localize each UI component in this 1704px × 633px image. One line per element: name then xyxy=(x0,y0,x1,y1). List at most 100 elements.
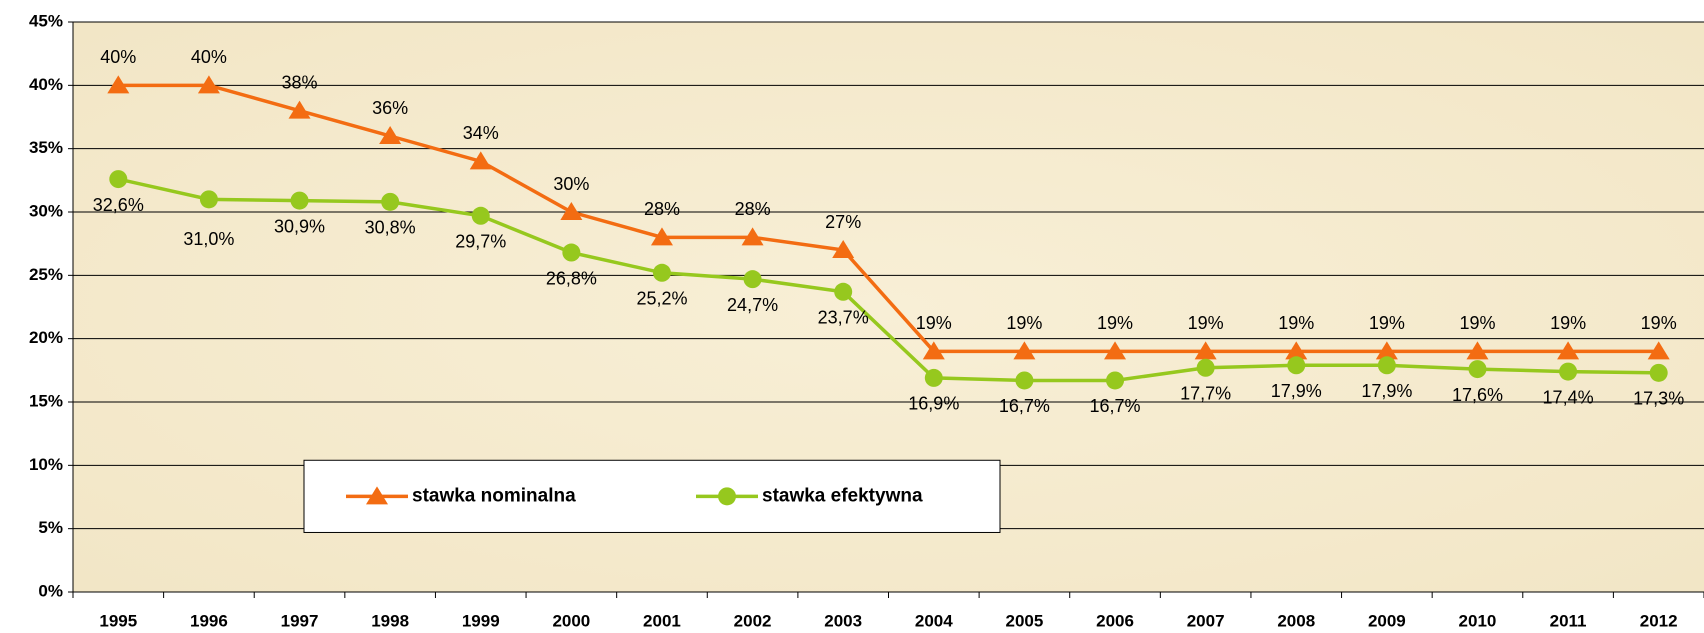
x-tick-label: 2009 xyxy=(1368,611,1406,630)
marker xyxy=(1466,341,1489,360)
data-label: 19% xyxy=(916,313,952,333)
data-label: 38% xyxy=(282,72,318,92)
x-tick-label: 2000 xyxy=(552,611,590,630)
data-label: 26,8% xyxy=(546,268,597,288)
data-label: 25,2% xyxy=(636,289,687,309)
marker xyxy=(1015,371,1034,390)
data-label: 19% xyxy=(1188,313,1224,333)
marker xyxy=(1196,358,1215,377)
marker xyxy=(922,341,945,360)
data-label: 27% xyxy=(825,212,861,232)
legend-label: stawka nominalna xyxy=(412,485,576,506)
data-label: 19% xyxy=(1278,313,1314,333)
data-label: 17,9% xyxy=(1271,381,1322,401)
legend-box xyxy=(303,459,1001,533)
series-line xyxy=(117,177,1659,383)
marker xyxy=(1194,341,1217,360)
data-label: 17,7% xyxy=(1180,384,1231,404)
x-tick-label: 2003 xyxy=(824,611,862,630)
marker xyxy=(562,243,581,262)
marker xyxy=(197,75,220,94)
data-label: 40% xyxy=(191,47,227,67)
marker xyxy=(1557,341,1580,360)
marker xyxy=(199,190,218,209)
x-tick-label: 2002 xyxy=(734,611,772,630)
marker xyxy=(652,263,671,282)
legend-marker xyxy=(366,486,388,505)
marker xyxy=(288,100,311,119)
marker xyxy=(743,270,762,289)
x-tick-label: 2005 xyxy=(1006,611,1044,630)
marker xyxy=(834,282,853,301)
data-label: 29,7% xyxy=(455,232,506,252)
marker xyxy=(1106,371,1125,390)
data-label: 30,9% xyxy=(274,216,325,236)
marker xyxy=(379,126,402,144)
data-label: 36% xyxy=(372,98,408,118)
series-line xyxy=(118,83,1659,354)
marker xyxy=(1377,356,1396,375)
x-tick-label: 1996 xyxy=(190,611,228,630)
x-tick-label: 2006 xyxy=(1096,611,1134,630)
marker xyxy=(1468,360,1487,379)
marker xyxy=(109,170,128,189)
data-label: 19% xyxy=(1459,313,1495,333)
marker xyxy=(1649,363,1668,382)
data-label: 24,7% xyxy=(727,295,778,315)
data-label: 28% xyxy=(644,199,680,219)
x-tick-label: 2007 xyxy=(1187,611,1225,630)
y-tick-label: 25% xyxy=(29,265,63,284)
x-tick-label: 1999 xyxy=(462,611,500,630)
marker xyxy=(924,368,943,387)
marker xyxy=(1559,362,1578,381)
y-tick-label: 0% xyxy=(38,581,63,600)
marker xyxy=(471,206,490,225)
data-label: 17,9% xyxy=(1361,381,1412,401)
marker xyxy=(1647,341,1670,360)
marker xyxy=(1104,341,1127,360)
marker xyxy=(381,192,400,211)
data-label: 17,4% xyxy=(1543,387,1594,407)
y-tick-label: 5% xyxy=(38,518,63,537)
y-tick-label: 20% xyxy=(29,328,63,347)
marker xyxy=(1013,341,1036,360)
y-tick-label: 35% xyxy=(29,138,63,157)
data-label: 17,3% xyxy=(1633,389,1684,409)
y-tick-label: 10% xyxy=(29,455,63,474)
data-label: 16,7% xyxy=(1090,396,1141,416)
x-tick-label: 2011 xyxy=(1550,611,1587,630)
marker xyxy=(741,227,764,246)
marker xyxy=(832,240,855,258)
data-label: 30% xyxy=(553,174,589,194)
marker xyxy=(469,151,492,170)
data-label: 28% xyxy=(735,199,771,219)
data-label: 19% xyxy=(1006,313,1042,333)
data-label: 17,6% xyxy=(1452,385,1503,405)
x-tick-label: 1998 xyxy=(371,611,409,630)
data-label: 40% xyxy=(100,47,136,67)
x-tick-label: 2001 xyxy=(643,611,681,630)
data-label: 34% xyxy=(463,123,499,143)
legend-label: stawka efektywna xyxy=(762,485,923,506)
y-tick-label: 40% xyxy=(29,75,63,94)
data-label: 19% xyxy=(1097,313,1133,333)
data-label: 16,9% xyxy=(908,394,959,414)
x-tick-label: 2010 xyxy=(1459,611,1497,630)
data-label: 31,0% xyxy=(183,229,234,249)
x-tick-label: 2004 xyxy=(915,611,953,630)
data-label: 30,8% xyxy=(365,218,416,238)
x-tick-label: 2012 xyxy=(1640,611,1678,630)
data-label: 23,7% xyxy=(818,308,869,328)
data-label: 16,7% xyxy=(999,396,1050,416)
data-label: 32,6% xyxy=(93,195,144,215)
x-tick-label: 2008 xyxy=(1277,611,1315,630)
y-tick-label: 15% xyxy=(29,391,63,410)
marker xyxy=(560,202,583,220)
marker xyxy=(650,227,673,246)
marker xyxy=(107,75,130,94)
x-tick-label: 1997 xyxy=(281,611,319,630)
marker xyxy=(1287,356,1306,375)
data-label: 19% xyxy=(1369,313,1405,333)
data-label: 19% xyxy=(1641,313,1677,333)
